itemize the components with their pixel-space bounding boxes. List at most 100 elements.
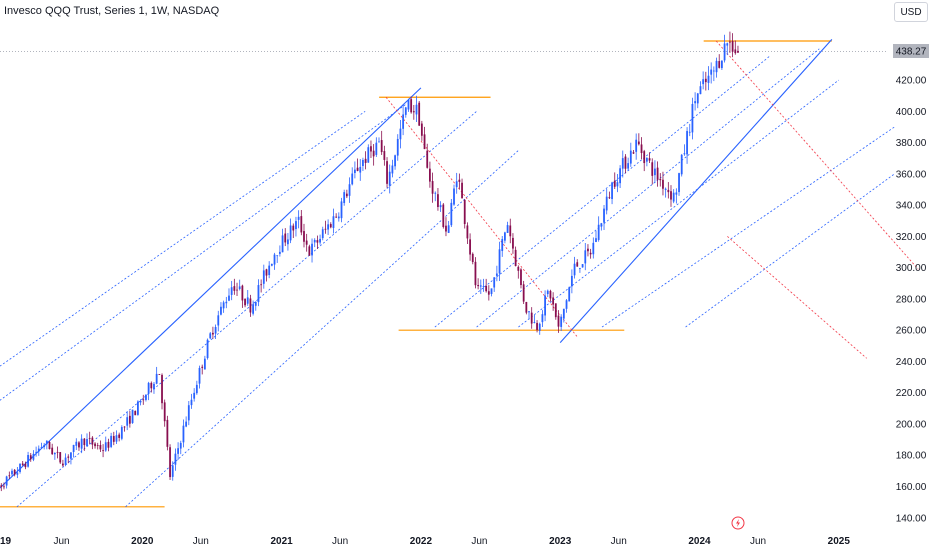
candle-body: [485, 285, 488, 292]
candle-body: [525, 301, 528, 313]
channel-line-0-0[interactable]: [0, 87, 422, 494]
candle-body: [463, 199, 466, 225]
candle-body: [348, 184, 351, 196]
candle-body: [434, 192, 437, 194]
x-tick-label: Jun: [750, 536, 766, 547]
candle-body: [48, 441, 51, 450]
candle-body: [257, 285, 260, 303]
candle-body: [616, 182, 619, 187]
x-tick-label: 2024: [688, 536, 711, 547]
candle-body: [680, 154, 683, 175]
candle-body: [378, 141, 380, 143]
channel-line-1-3[interactable]: [125, 150, 519, 508]
candle-body: [3, 486, 5, 488]
candle-body: [522, 284, 525, 302]
candle-body: [605, 196, 608, 211]
candle-body: [458, 179, 461, 182]
candle-body: [303, 231, 305, 242]
candle-body: [295, 221, 297, 230]
candle-body: [99, 444, 102, 450]
candle-body: [337, 216, 340, 219]
channel-line-1-1[interactable]: [0, 103, 408, 406]
channel-line-2-1[interactable]: [715, 40, 919, 270]
candle-body: [517, 266, 520, 271]
candle-body: [544, 295, 546, 316]
y-tick-label: 340.00: [896, 201, 927, 212]
candle-body: [319, 238, 321, 243]
candle-body: [220, 306, 222, 315]
candle-body: [94, 443, 96, 447]
candle-body: [252, 304, 254, 314]
candle-body: [723, 43, 726, 61]
candle-body: [147, 382, 150, 394]
candle-body: [474, 261, 477, 286]
candle-body: [80, 438, 83, 449]
lightning-icon[interactable]: [731, 516, 745, 530]
candle-body: [5, 476, 8, 486]
candle-body: [153, 383, 155, 390]
candle-body: [600, 223, 603, 227]
y-tick-label: 380.00: [896, 138, 927, 149]
price-axis[interactable]: 420.00 400.00 380.00 360.00 340.00 320.00 300.…: [896, 76, 927, 525]
candle-body: [670, 191, 672, 200]
channel-line-1-2[interactable]: [16, 111, 477, 508]
candle-body: [174, 453, 177, 465]
candle-body: [479, 285, 482, 287]
candle-body: [471, 253, 474, 263]
y-tick-label: 220.00: [896, 388, 927, 399]
channel-line-2-0[interactable]: [385, 97, 578, 337]
candle-body: [131, 409, 134, 424]
y-tick-label: 240.00: [896, 357, 927, 368]
candle-body: [426, 150, 429, 168]
chart-title: Invesco QQQ Trust, Series 1, 1W, NASDAQ: [4, 5, 220, 17]
candle-body: [412, 111, 415, 113]
candle-body: [212, 332, 214, 335]
candle-body: [335, 216, 338, 218]
candle-body: [70, 452, 72, 459]
candle-body: [64, 457, 67, 465]
candle-body: [284, 233, 287, 243]
candle-body: [423, 134, 426, 150]
channel-line-1-6[interactable]: [518, 79, 840, 328]
candle-body: [640, 144, 643, 154]
candle-body: [504, 232, 506, 241]
candle-body: [552, 297, 555, 305]
candle-body: [734, 49, 737, 54]
candle-body: [29, 455, 32, 460]
candle-body: [16, 472, 19, 475]
horizontal-levels[interactable]: [0, 40, 832, 508]
channel-line-1-7[interactable]: [601, 126, 895, 328]
candle-body: [8, 475, 11, 477]
channel-line-1-4[interactable]: [476, 48, 820, 328]
candle-body: [195, 384, 198, 394]
candle-body: [372, 150, 375, 157]
candle-body: [190, 399, 193, 406]
candle-body: [688, 131, 691, 133]
candle-body: [608, 197, 611, 199]
candle-body: [308, 246, 311, 256]
y-tick-label: 200.00: [896, 419, 927, 430]
candle-body: [0, 485, 3, 487]
candle-body: [179, 442, 182, 449]
candle-body: [161, 374, 163, 404]
candle-body: [67, 456, 70, 458]
channel-line-2-2[interactable]: [727, 236, 867, 359]
candle-body: [356, 167, 359, 171]
candle-body: [340, 201, 343, 219]
candle-body: [380, 140, 383, 153]
candle-body: [241, 285, 244, 301]
candle-body: [59, 452, 62, 463]
channel-line-0-1[interactable]: [559, 39, 833, 344]
candle-body: [656, 167, 659, 180]
channel-lines[interactable]: [0, 39, 919, 508]
channel-line-1-0[interactable]: [0, 110, 366, 370]
candle-body: [201, 366, 204, 368]
candle-body: [222, 302, 225, 309]
candle-body: [493, 277, 496, 288]
candle-body: [198, 367, 201, 384]
channel-line-1-8[interactable]: [685, 173, 895, 328]
time-axis[interactable]: 19 Jun 2020 Jun 2021 Jun 2022 Jun 2023 Jun 2024 Jun…: [0, 536, 850, 547]
currency-button[interactable]: USD: [894, 2, 928, 22]
candle-body: [391, 165, 394, 174]
